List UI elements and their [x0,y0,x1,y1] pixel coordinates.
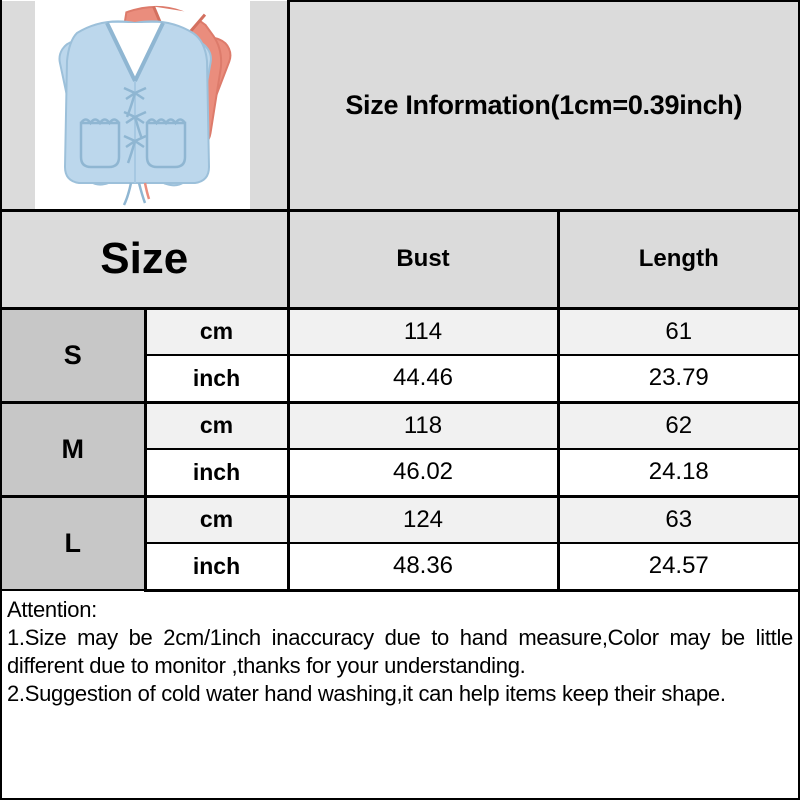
tie-bows [123,86,147,164]
size-information-title: Size Information(1cm=0.39inch) [286,0,798,212]
unit-label-cm: cm [143,494,290,544]
unit-label-cm: cm [143,306,290,356]
bust-value-s-inch: 44.46 [286,354,560,404]
bust-value-m-inch: 46.02 [286,448,560,498]
product-photo-cell [2,1,290,212]
size-label-s: S [2,306,147,403]
size-table: Size Information(1cm=0.39inch) Size Bust… [2,0,798,592]
table-header-row: Size Bust Length [2,208,798,310]
pockets [79,118,187,169]
product-photo [35,1,250,207]
attention-section: Attention: 1.Size may be 2cm/1inch inacc… [2,592,798,708]
bust-value-s-cm: 114 [286,306,560,356]
table-row-l-inch: inch 48.36 24.57 [2,542,798,592]
table-row-s-inch: inch 44.46 23.79 [2,354,798,404]
table-row-l-cm: L cm 124 63 [2,494,798,591]
jackets-illustration [58,5,232,206]
column-header-bust: Bust [286,208,560,310]
length-value-m-inch: 24.18 [556,448,798,498]
table-row: Size Information(1cm=0.39inch) [2,0,798,212]
attention-heading: Attention: [7,596,97,622]
column-header-length: Length [556,208,798,310]
length-value-s-cm: 61 [556,306,798,356]
length-value-m-cm: 62 [556,400,798,450]
table-row-s-cm: S cm 114 61 [2,306,798,403]
table-row-m-inch: inch 46.02 24.18 [2,448,798,498]
length-value-s-inch: 23.79 [556,354,798,404]
bust-value-l-cm: 124 [286,494,560,544]
bust-value-m-cm: 118 [286,400,560,450]
length-value-l-cm: 63 [556,494,798,544]
unit-label-inch: inch [143,448,290,498]
attention-note-1-line-1: 1.Size may be 2cm/1inch inaccuracy due t… [7,624,793,650]
attention-note-1-line-2: different due to monitor ,thanks for you… [7,652,526,678]
table-row-m-cm: M cm 118 62 [2,400,798,497]
size-label-l: L [2,494,147,591]
column-header-size: Size [2,208,290,310]
hem-ties [122,182,147,206]
length-value-l-inch: 24.57 [556,542,798,592]
bust-value-l-inch: 48.36 [286,542,560,592]
unit-label-inch: inch [143,354,290,404]
unit-label-cm: cm [143,400,290,450]
attention-note-2: 2.Suggestion of cold water hand washing,… [7,680,726,706]
jacket-front [58,20,212,206]
unit-label-inch: inch [143,542,290,592]
size-label-m: M [2,400,147,497]
